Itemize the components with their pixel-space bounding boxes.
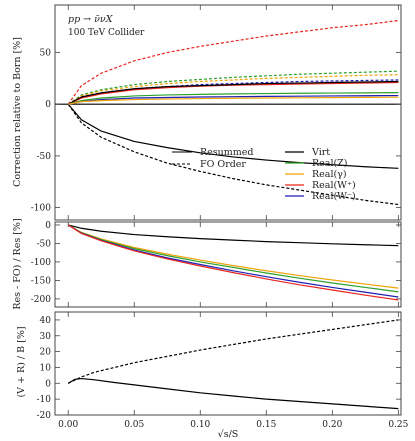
y-tick-label: -50 [37, 239, 52, 249]
series-line-Virt-resummed [68, 224, 399, 247]
series-line-RealZ-resummed [67, 224, 399, 293]
y-tick-label: 20 [40, 348, 52, 358]
x-tick-label: 0.05 [124, 420, 144, 430]
panel-ratio: Res - FO) / Res [%] -200 -150 -100 -50 0 [12, 218, 402, 310]
legend: Resummed FO Order Virt Real(Z) Real(γ) R… [172, 147, 356, 202]
series-line-Virt-resummed [67, 103, 399, 169]
legend-realz-label: Real(Z) [312, 158, 348, 169]
y-tick-label: -150 [31, 276, 51, 286]
panel-3-frame [54, 311, 402, 416]
series-line-Virt-resummed [67, 80, 399, 105]
panel-sum: (V + R) / B [%] √s/S -20 -10 0 10 20 30 40 0.00… [16, 311, 409, 440]
series-line-RealWminus-resummed [67, 224, 399, 298]
panel-2-frame [54, 221, 402, 308]
series-line-Virt-fo [67, 319, 399, 384]
series-line-RealGamma-resummed [68, 96, 399, 105]
series-line-RealWplus-resummed [67, 224, 399, 301]
y-tick-label: 10 [40, 363, 52, 373]
y-tick-label: 30 [40, 332, 52, 342]
series-line-RealWminus-resummed [68, 94, 399, 105]
legend-virt-label: Virt [311, 147, 330, 158]
x-axis-label: √s/S [218, 429, 239, 440]
y-tick-label: 0 [45, 100, 51, 110]
panel-1-frame [54, 4, 402, 221]
collider-annotation: 100 TeV Collider [68, 28, 145, 38]
panel-correction: pp → ν̄νX 100 TeV Collider Correction re… [12, 4, 402, 221]
series-line-Virt-resummed [67, 377, 399, 410]
legend-resummed-label: Resummed [200, 147, 254, 158]
x-tick-label: 0.10 [190, 420, 210, 430]
legend-realwminus-label: Real(W⁻) [312, 191, 356, 202]
series-line-RealGamma-resummed [67, 224, 399, 289]
y-tick-label: 40 [40, 316, 52, 326]
series-line-Virt-fo [67, 103, 399, 206]
legend-realgamma-label: Real(γ) [312, 169, 347, 180]
y-tick-label: -100 [31, 258, 51, 268]
series-line-RealGamma-fo [67, 74, 399, 105]
y-axis-label-1: Correction relative to Born [%] [12, 37, 23, 187]
y-axis-label-2: Res - FO) / Res [%] [12, 218, 23, 309]
series-line-RealZ-fo [67, 70, 399, 105]
y-tick-label: -10 [37, 395, 52, 405]
legend-realwplus-label: Real(W⁺) [312, 180, 356, 191]
series-line-RealZ-resummed [68, 92, 399, 105]
series-line-RealWplus-fo [67, 19, 399, 105]
y-tick-label: -20 [37, 411, 52, 421]
x-tick-label: 0.25 [388, 420, 408, 430]
legend-fo-order-label: FO Order [200, 159, 246, 170]
y-tick-label: 0 [45, 221, 51, 231]
y-tick-label: -200 [31, 295, 51, 305]
y-tick-label: -50 [37, 152, 52, 162]
x-tick-label: 0.20 [322, 420, 342, 430]
y-axis-label-3: (V + R) / B [%] [16, 326, 27, 397]
y-tick-label: -100 [31, 204, 51, 214]
x-tick-label: 0.00 [58, 420, 78, 430]
process-annotation: pp → ν̄νX [68, 14, 114, 25]
x-tick-label: 0.15 [256, 420, 276, 430]
y-tick-label: 50 [40, 49, 52, 59]
y-tick-label: 0 [45, 379, 51, 389]
